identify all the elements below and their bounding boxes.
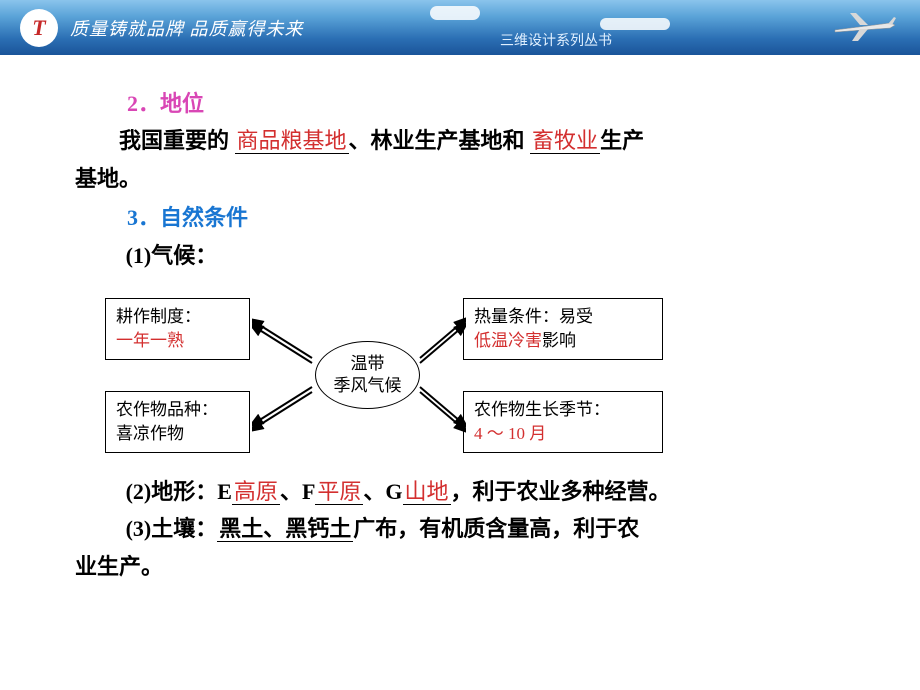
section-3-title-text: 自然条件 bbox=[160, 205, 248, 230]
diagram-node-br: 农作物生长季节： 4 ～ 10 月 bbox=[463, 391, 663, 453]
header-slogan: 质量铸就品牌 品质赢得未来 bbox=[70, 15, 304, 41]
s3-2-mid2: 、G bbox=[363, 479, 402, 504]
s3-3-tail1: 广布，有机质含量高，利于农 bbox=[353, 516, 639, 541]
section-3-item3-line2: 业生产。 bbox=[75, 548, 845, 585]
s3-2-prefix: (2)地形：E bbox=[126, 479, 232, 504]
s3-2-tail: ，利于农业多种经营。 bbox=[451, 479, 671, 504]
cloud-deco bbox=[430, 6, 480, 20]
s3-3-prefix: (3)土壤： bbox=[126, 516, 218, 541]
s2-prefix: 我国重要的 bbox=[119, 128, 229, 153]
header-series: 三维设计系列丛书 bbox=[500, 30, 612, 50]
s3-2-blank3: 山地 bbox=[403, 479, 451, 505]
s2-tail: 生产 bbox=[600, 128, 644, 153]
s2-mid1: 、林业生产基地和 bbox=[349, 128, 525, 153]
node-bl-label: 农作物品种： bbox=[116, 400, 218, 419]
section-3-item2: (2)地形：E高原、F平原、G山地，利于农业多种经营。 bbox=[75, 473, 845, 510]
section-2-title: 2．地位 bbox=[127, 85, 845, 122]
diagram-node-tr: 热量条件：易受 低温冷害影响 bbox=[463, 298, 663, 360]
node-br-label: 农作物生长季节： bbox=[474, 400, 610, 419]
s3-2-blank2: 平原 bbox=[315, 479, 363, 505]
diagram-center-text: 温带季风气候 bbox=[334, 353, 402, 397]
airplane-icon bbox=[830, 5, 900, 45]
content-area: 2．地位 我国重要的 商品粮基地、林业生产基地和 畜牧业生产 基地。 3．自然条… bbox=[0, 55, 920, 605]
cloud-deco bbox=[600, 18, 670, 30]
arrow-bl-icon bbox=[252, 384, 317, 434]
s3-3-blank: 黑土、黑钙土 bbox=[217, 516, 353, 542]
header-bar: T 质量铸就品牌 品质赢得未来 三维设计系列丛书 bbox=[0, 0, 920, 55]
node-tr-suffix: 影响 bbox=[542, 331, 576, 350]
section-2-line1: 我国重要的 商品粮基地、林业生产基地和 畜牧业生产 bbox=[75, 122, 845, 159]
section-2-title-text: 地位 bbox=[160, 91, 204, 116]
arrow-tl-icon bbox=[252, 316, 317, 366]
logo-icon: T bbox=[20, 9, 58, 47]
arrow-tr-icon bbox=[418, 316, 466, 366]
section-3-number: 3． bbox=[127, 205, 160, 230]
node-tl-fill: 一年一熟 bbox=[116, 331, 184, 350]
arrow-br-icon bbox=[418, 384, 466, 434]
s2-blank1: 商品粮基地 bbox=[235, 128, 349, 154]
section-3-item3: (3)土壤：黑土、黑钙土广布，有机质含量高，利于农 bbox=[75, 510, 845, 547]
diagram-node-bl: 农作物品种： 喜凉作物 bbox=[105, 391, 250, 453]
section-3-title: 3．自然条件 bbox=[127, 199, 845, 236]
section-2-number: 2． bbox=[127, 91, 160, 116]
section-3-item1: (1)气候： bbox=[75, 237, 845, 274]
climate-diagram: 耕作制度： 一年一熟 农作物品种： 喜凉作物 温带季风气候 热量条件：易受 低温… bbox=[105, 286, 745, 461]
s3-2-mid1: 、F bbox=[280, 479, 315, 504]
node-tl-label: 耕作制度： bbox=[116, 307, 201, 326]
node-tr-fill: 低温冷害 bbox=[474, 331, 542, 350]
s3-2-blank1: 高原 bbox=[232, 479, 280, 505]
s2-blank2: 畜牧业 bbox=[530, 128, 600, 154]
diagram-node-tl: 耕作制度： 一年一熟 bbox=[105, 298, 250, 360]
section-2-line2: 基地。 bbox=[75, 160, 845, 197]
node-br-fill: 4 ～ 10 月 bbox=[474, 424, 546, 443]
node-bl-line2: 喜凉作物 bbox=[116, 424, 184, 443]
diagram-center: 温带季风气候 bbox=[315, 341, 420, 409]
node-tr-label: 热量条件：易受 bbox=[474, 307, 593, 326]
logo-letter: T bbox=[32, 15, 45, 41]
